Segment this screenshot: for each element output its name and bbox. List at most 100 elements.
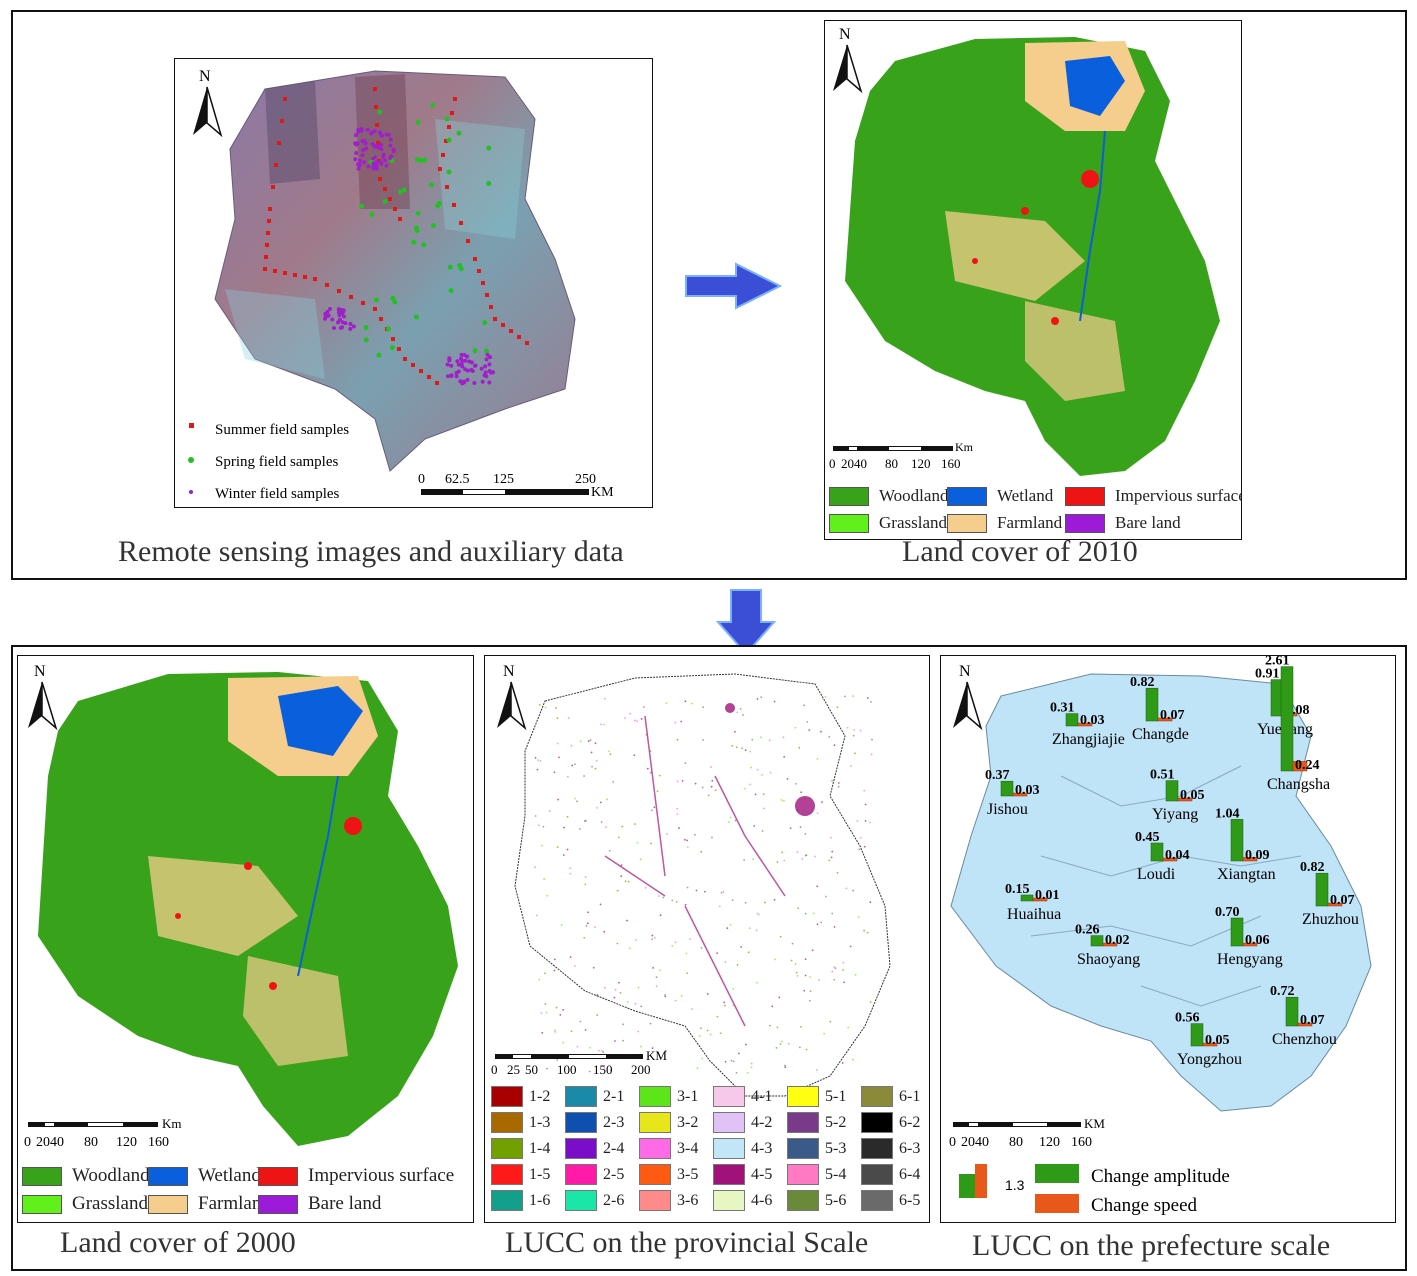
lucc-code: 3-5 [677,1165,699,1183]
lucc-legend-1-2: 1-2 [491,1086,550,1107]
lucc-code: 2-6 [603,1191,625,1209]
prefecture-name-changsha: Changsha [1267,776,1330,793]
lucc-swatch [861,1164,893,1185]
lucc-legend-3-4: 3-4 [639,1138,698,1159]
prefecture-name-xiangtan: Xiangtan [1217,866,1276,883]
lucc-swatch [491,1190,523,1211]
lucc-swatch [861,1112,893,1133]
legend-grassland: Grassland [829,513,947,533]
land-cover-2000-map: N Km 0 2040 80 120 160 [24,663,458,1150]
arrow-right-icon [685,262,783,310]
lucc-swatch [861,1138,893,1159]
lucc-code: 6-4 [899,1165,921,1183]
svg-text:0: 0 [418,472,425,487]
land-cover-2010-panel: N Km 0 2040 80 120 160 Woodland Wetland … [824,20,1242,540]
caption-lucc-prefecture: LUCC on the prefecture scale [972,1229,1331,1262]
lucc-legend-6-3: 6-3 [861,1138,920,1159]
lucc-swatch [491,1138,523,1159]
scale-bar: KM 0 2040 80 120 160 [949,1116,1105,1150]
amplitude-bar-zhangjiajie [1065,713,1079,727]
legend-woodland: Woodland [22,1165,150,1187]
lucc-swatch [639,1086,671,1107]
lucc-provincial-panel: N KM 0 25 50 100 150 200 1-2 1-3 1-4 1-5 1-6… [484,655,930,1223]
lucc-code: 3-6 [677,1191,699,1209]
legend-bareland: Bare land [1065,513,1181,533]
lucc-swatch [565,1086,597,1107]
amplitude-bar-yongzhou [1190,1023,1204,1047]
amplitude-label-chenzhou: 0.72 [1270,984,1295,999]
speed-label-yongzhou: 0.05 [1205,1033,1230,1048]
prefecture-name-zhangjiajie: Zhangjiajie [1052,731,1125,748]
svg-text:200: 200 [631,1062,651,1077]
svg-text:KM: KM [1084,1116,1105,1131]
svg-text:160: 160 [941,456,961,471]
lucc-legend-6-2: 6-2 [861,1112,920,1133]
lucc-swatch [713,1190,745,1211]
lucc-prefecture-map: N 0.31 0.03 Zhangjiajie 0.82 0.07 Changde 0.91… [949,656,1372,1216]
svg-text:125: 125 [493,472,514,487]
legend-bareland: Bare land [258,1193,381,1215]
speed-label-xiangtan: 0.09 [1245,848,1270,863]
prefecture-name-zhuzhou: Zhuzhou [1302,911,1359,928]
lucc-swatch [787,1164,819,1185]
lucc-code: 5-2 [825,1113,847,1131]
svg-text:1.3: 1.3 [1005,1177,1025,1193]
caption-remote-sensing: Remote sensing images and auxiliary data [118,535,624,568]
lucc-swatch [639,1190,671,1211]
province-prefecture-fill [950,673,1372,1112]
legend-impervious: Impervious surface [258,1165,454,1187]
caption-land-cover-2000: Land cover of 2000 [60,1226,296,1259]
amplitude-label-hengyang: 0.70 [1215,905,1240,920]
speed-bar-jishou [1012,792,1028,797]
lucc-swatch [713,1112,745,1133]
legend-summer: Summer field samples [215,422,349,438]
speed-bar-changde [1157,717,1173,722]
lucc-code: 1-3 [529,1113,551,1131]
amplitude-label-changsha: 2.61 [1265,656,1290,669]
legend-impervious: Impervious surface [1065,486,1241,506]
lucc-legend-4-6: 4-6 [713,1190,772,1211]
lucc-code: 4-6 [751,1191,773,1209]
lucc-code: 4-1 [751,1087,773,1105]
lucc-legend-6-5: 6-5 [861,1190,920,1211]
speed-label-changsha: 0.24 [1295,758,1320,773]
speed-bar-yiyang [1177,797,1193,802]
lucc-legend-3-2: 3-2 [639,1112,698,1133]
prefecture-legend: 1.3 Change amplitude Change speed [959,1164,1230,1216]
lucc-legend-2-4: 2-4 [565,1138,624,1159]
speed-bar-zhangjiajie [1077,722,1093,727]
lucc-legend-1-4: 1-4 [491,1138,550,1159]
amplitude-bar-jishou [1000,780,1014,797]
amplitude-label-huaihua: 0.15 [1005,882,1030,897]
svg-text:N: N [959,663,971,680]
lucc-swatch [787,1112,819,1133]
lucc-swatch [565,1112,597,1133]
lucc-code: 5-1 [825,1087,847,1105]
lucc-code: 2-3 [603,1113,625,1131]
scale-bar: 0 62.5 125 250 KM [418,472,614,500]
speed-bar-hengyang [1242,942,1258,947]
remote-sensing-map: N Summer field samples Spring field samp… [188,68,614,502]
speed-label-shaoyang: 0.02 [1105,933,1130,948]
legend-winter: Winter field samples [215,486,340,502]
caption-land-cover-2010: Land cover of 2010 [902,535,1138,568]
svg-text:0: 0 [24,1135,31,1150]
lucc-legend-6-4: 6-4 [861,1164,920,1185]
lucc-legend-4-2: 4-2 [713,1112,772,1133]
svg-text:N: N [839,26,851,43]
lucc-code: 4-5 [751,1165,773,1183]
amplitude-label-xiangtan: 1.04 [1215,806,1240,821]
scale-bar: KM 0 25 50 100 150 200 [491,1048,667,1077]
amplitude-label-zhangjiajie: 0.31 [1050,701,1075,716]
lucc-swatch [861,1190,893,1211]
prefecture-name-shaoyang: Shaoyang [1077,951,1140,968]
remote-sensing-panel: N Summer field samples Spring field samp… [174,58,653,508]
speed-bar-xiangtan [1242,857,1258,862]
speed-label-huaihua: 0.01 [1035,888,1060,903]
svg-text:62.5: 62.5 [445,472,470,487]
svg-text:Km: Km [162,1116,182,1131]
lucc-code: 5-4 [825,1165,847,1183]
amplitude-label-yueyang: 0.91 [1255,667,1280,682]
svg-text:80: 80 [1009,1135,1023,1150]
lucc-code: 1-6 [529,1191,551,1209]
